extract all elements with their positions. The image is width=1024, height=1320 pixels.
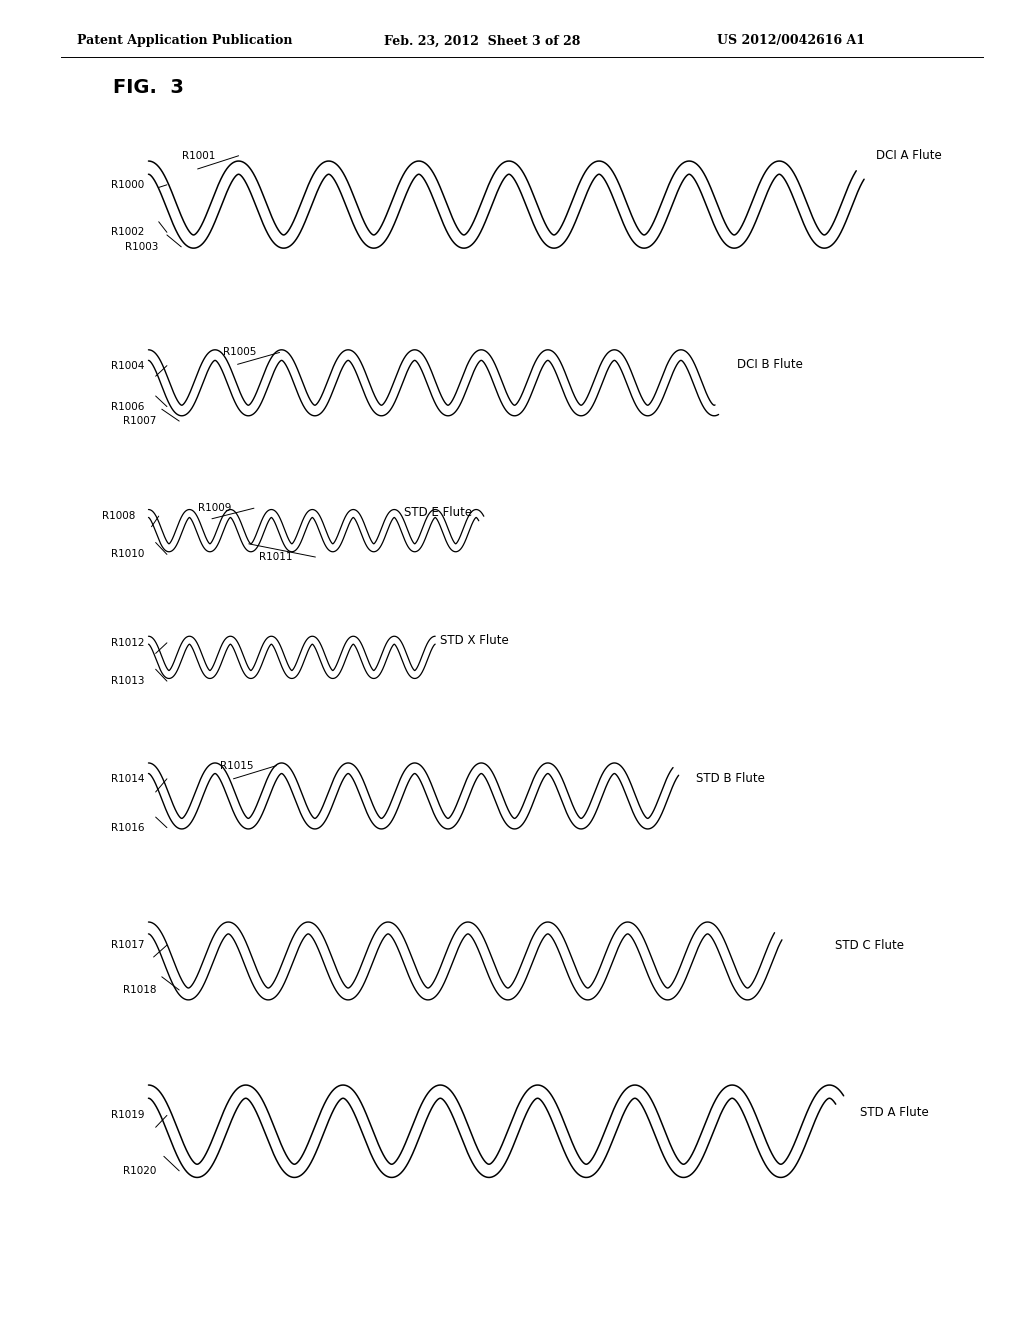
Text: Feb. 23, 2012  Sheet 3 of 28: Feb. 23, 2012 Sheet 3 of 28 [384,34,581,48]
Text: R1005: R1005 [223,347,257,358]
Text: R1018: R1018 [123,985,157,995]
Text: DCI B Flute: DCI B Flute [737,358,803,371]
Text: R1001: R1001 [182,150,216,161]
Text: FIG.  3: FIG. 3 [113,78,183,96]
Text: R1013: R1013 [111,676,144,686]
Text: R1009: R1009 [198,503,231,513]
Text: STD B Flute: STD B Flute [696,772,765,785]
Text: DCI A Flute: DCI A Flute [876,149,941,162]
Text: R1006: R1006 [111,401,144,412]
Text: R1008: R1008 [102,511,136,521]
Text: R1012: R1012 [111,638,144,648]
Text: R1004: R1004 [111,360,144,371]
Text: R1010: R1010 [111,549,144,560]
Text: STD E Flute: STD E Flute [404,506,473,519]
Text: R1017: R1017 [111,940,144,950]
Text: R1011: R1011 [259,552,293,562]
Text: R1019: R1019 [111,1110,144,1121]
Text: R1000: R1000 [111,180,143,190]
Text: R1003: R1003 [125,242,159,252]
Text: STD C Flute: STD C Flute [835,939,903,952]
Text: R1002: R1002 [111,227,144,238]
Text: US 2012/0042616 A1: US 2012/0042616 A1 [717,34,865,48]
Text: R1020: R1020 [123,1166,157,1176]
Text: STD A Flute: STD A Flute [860,1106,929,1119]
Text: Patent Application Publication: Patent Application Publication [77,34,292,48]
Text: R1014: R1014 [111,774,144,784]
Text: R1015: R1015 [220,760,254,771]
Text: STD X Flute: STD X Flute [440,634,509,647]
Text: R1007: R1007 [123,416,157,426]
Text: R1016: R1016 [111,822,144,833]
